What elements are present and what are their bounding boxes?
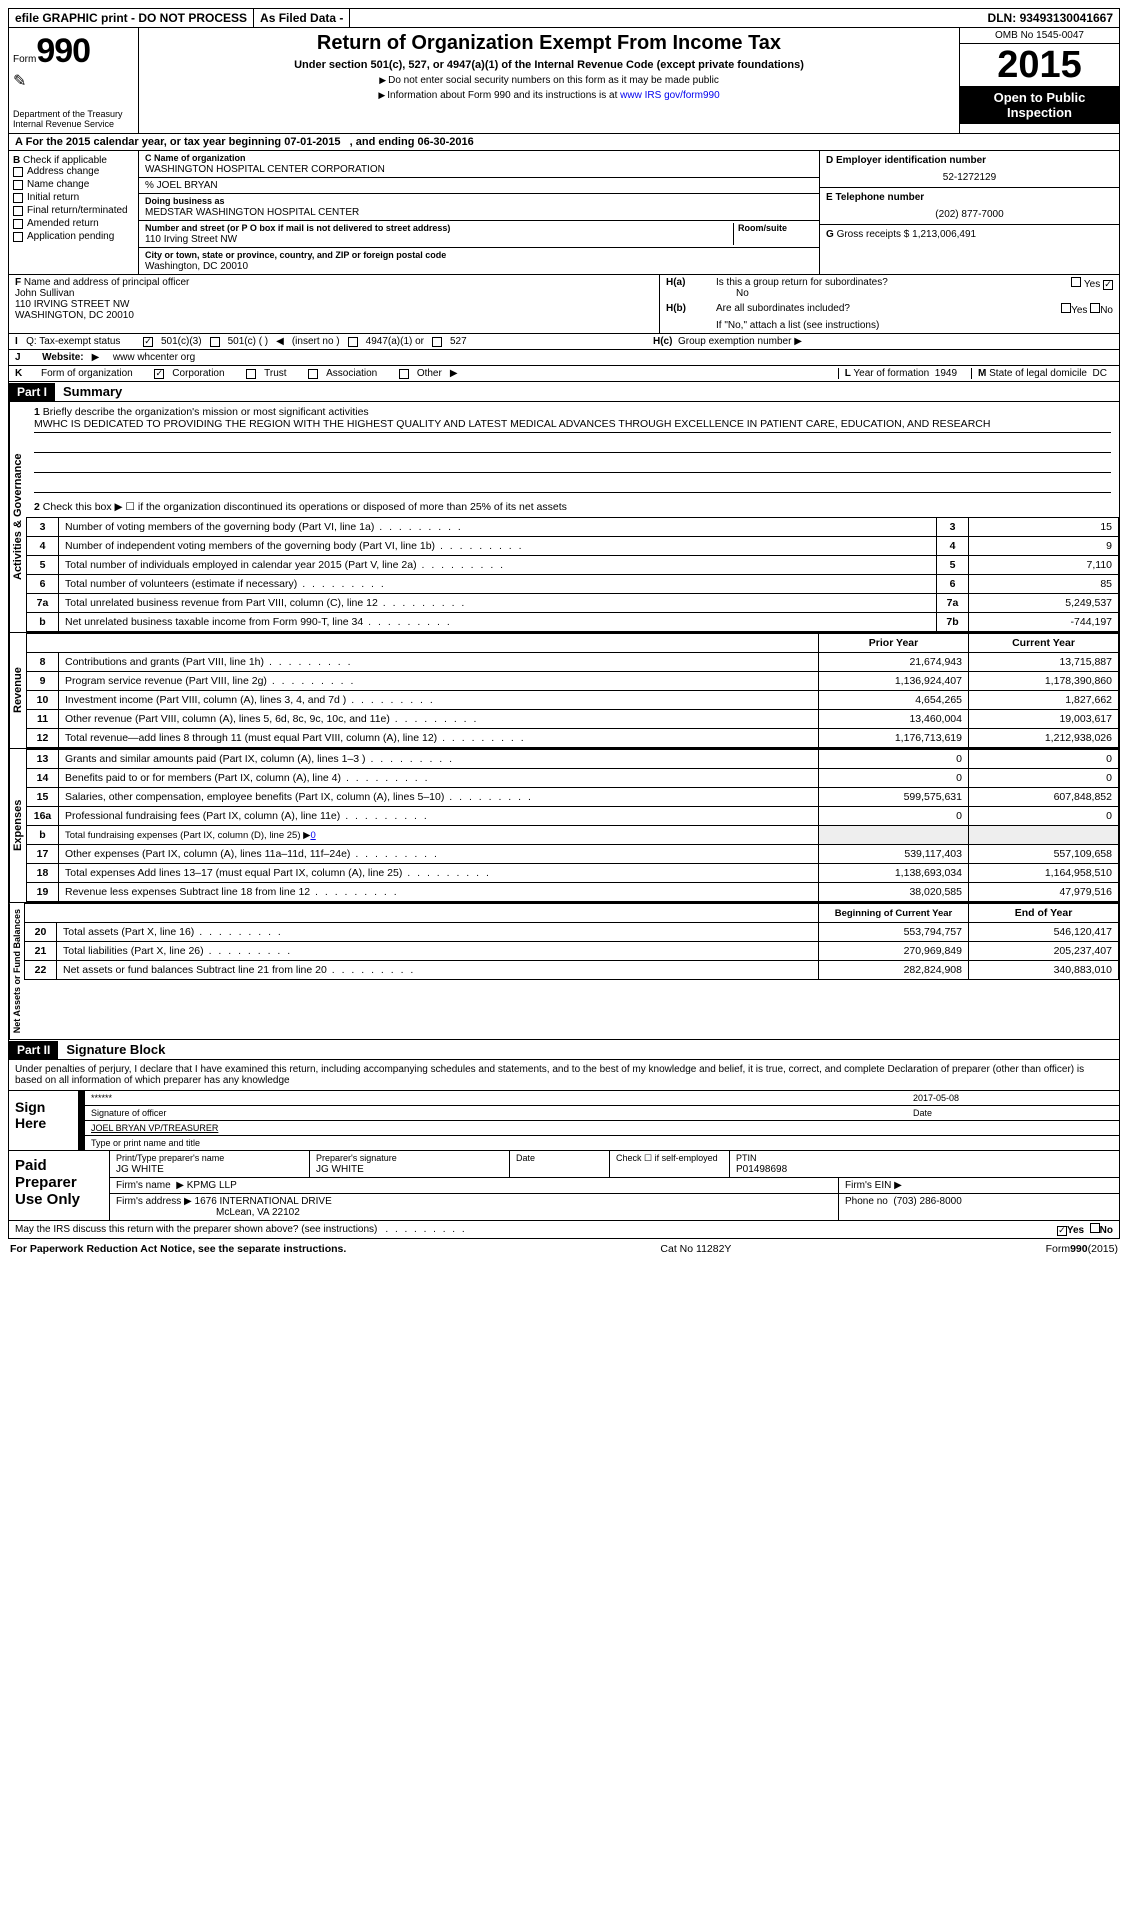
tab-governance: Activities & Governance [9,402,26,632]
form-number: Form990 [13,32,134,71]
ein: 52-1272129 [826,172,1113,183]
part-i-bar: Part I [9,383,55,401]
chk-application-pending[interactable]: Application pending [13,231,134,242]
tax-year: 2015 [960,44,1119,86]
omb-number: OMB No 1545-0047 [960,28,1119,44]
care-of: % JOEL BRYAN [139,178,819,194]
tab-revenue: Revenue [9,633,26,748]
officer-sig-name: JOEL BRYAN VP/TREASURER [91,1123,1113,1133]
dln-label: DLN: 93493130041667 [982,9,1119,27]
street: 110 Irving Street NW [145,234,237,245]
asfiled-label: As Filed Data - [254,9,350,27]
efile-label: efile GRAPHIC print - DO NOT PROCESS [9,9,254,27]
chk-name-change[interactable]: Name change [13,179,134,190]
tab-expenses: Expenses [9,749,26,902]
tab-net-assets: Net Assets or Fund Balances [9,903,24,1039]
gross-receipts: 1,213,006,491 [912,229,976,240]
form-subtitle: Under section 501(c), 527, or 4947(a)(1)… [145,59,953,71]
irs-label: Internal Revenue Service [13,119,134,129]
instr-1: Do not enter social security numbers on … [145,75,953,86]
chk-address-change[interactable]: Address change [13,166,134,177]
perjury-declaration: Under penalties of perjury, I declare th… [9,1060,1119,1090]
chk-initial-return[interactable]: Initial return [13,192,134,203]
website[interactable]: www whcenter org [113,352,195,363]
part-ii-bar: Part II [9,1041,58,1059]
dba: MEDSTAR WASHINGTON HOSPITAL CENTER [145,207,359,218]
section-b-label: B Check if applicable [13,155,134,166]
dept-label: Department of the Treasury [13,109,134,119]
chk-amended-return[interactable]: Amended return [13,218,134,229]
instr-2: Information about Form 990 and its instr… [145,90,953,101]
city: Washington, DC 20010 [145,261,248,272]
mission-text: MWHC IS DEDICATED TO PROVIDING THE REGIO… [34,418,1111,433]
org-name: WASHINGTON HOSPITAL CENTER CORPORATION [145,164,385,175]
form-title: Return of Organization Exempt From Incom… [145,32,953,55]
paperwork-notice: For Paperwork Reduction Act Notice, see … [10,1243,346,1255]
top-bar: efile GRAPHIC print - DO NOT PROCESS As … [8,8,1120,28]
open-public: Open to Public Inspection [960,86,1119,124]
section-a: A For the 2015 calendar year, or tax yea… [9,134,480,150]
chk-final-return[interactable]: Final return/terminated [13,205,134,216]
irs-link[interactable]: www IRS gov/form990 [620,90,719,101]
officer-name: John Sullivan [15,288,74,299]
phone: (202) 877-7000 [826,209,1113,220]
